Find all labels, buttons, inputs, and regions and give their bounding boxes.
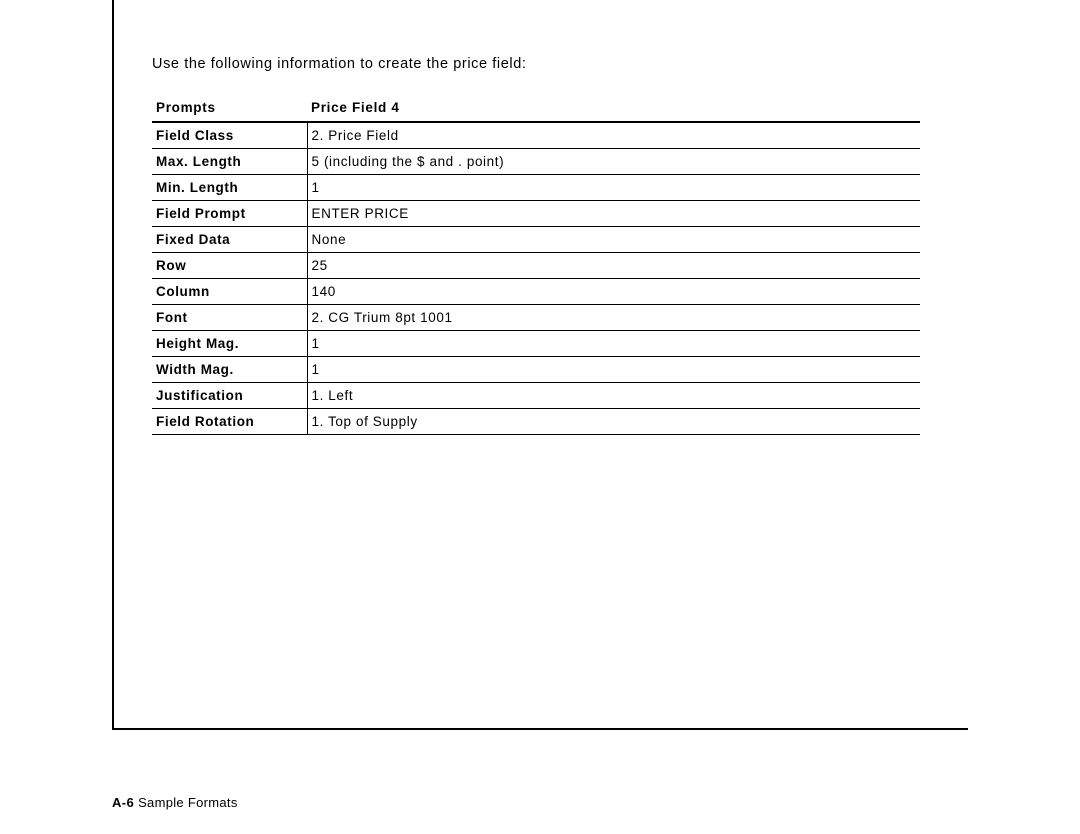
table-row: Min. Length 1 bbox=[152, 175, 920, 201]
prompt-label: Column bbox=[152, 279, 307, 305]
prompt-value: 2. CG Trium 8pt 1001 bbox=[307, 305, 920, 331]
prompt-label: Width Mag. bbox=[152, 357, 307, 383]
prompt-value: 2. Price Field bbox=[307, 122, 920, 149]
prompt-value: 1 bbox=[307, 175, 920, 201]
header-price-field: Price Field 4 bbox=[307, 94, 920, 122]
prompt-label: Field Prompt bbox=[152, 201, 307, 227]
prompt-label: Field Class bbox=[152, 122, 307, 149]
prompt-value: 140 bbox=[307, 279, 920, 305]
table-header-row: Prompts Price Field 4 bbox=[152, 94, 920, 122]
header-prompts: Prompts bbox=[152, 94, 307, 122]
table-row: Fixed Data None bbox=[152, 227, 920, 253]
price-field-table: Prompts Price Field 4 Field Class 2. Pri… bbox=[152, 94, 920, 435]
table-row: Field Class 2. Price Field bbox=[152, 122, 920, 149]
prompt-value: 1 bbox=[307, 357, 920, 383]
prompt-label: Min. Length bbox=[152, 175, 307, 201]
page-number: A-6 bbox=[112, 795, 134, 810]
table-row: Max. Length 5 (including the $ and . poi… bbox=[152, 149, 920, 175]
table-row: Width Mag. 1 bbox=[152, 357, 920, 383]
table-row: Column 140 bbox=[152, 279, 920, 305]
content-frame: Use the following information to create … bbox=[112, 0, 968, 730]
table-row: Justification 1. Left bbox=[152, 383, 920, 409]
table-row: Field Prompt ENTER PRICE bbox=[152, 201, 920, 227]
prompt-label: Max. Length bbox=[152, 149, 307, 175]
table-row: Height Mag. 1 bbox=[152, 331, 920, 357]
prompt-label: Font bbox=[152, 305, 307, 331]
prompt-value: 1. Left bbox=[307, 383, 920, 409]
prompt-value: ENTER PRICE bbox=[307, 201, 920, 227]
page-footer: A-6 Sample Formats bbox=[112, 795, 238, 810]
table-row: Row 25 bbox=[152, 253, 920, 279]
prompt-label: Height Mag. bbox=[152, 331, 307, 357]
prompt-value: 1 bbox=[307, 331, 920, 357]
prompt-label: Fixed Data bbox=[152, 227, 307, 253]
prompt-label: Row bbox=[152, 253, 307, 279]
prompt-value: 25 bbox=[307, 253, 920, 279]
table-row: Font 2. CG Trium 8pt 1001 bbox=[152, 305, 920, 331]
prompt-value: None bbox=[307, 227, 920, 253]
page-label: Sample Formats bbox=[134, 795, 237, 810]
prompt-value: 5 (including the $ and . point) bbox=[307, 149, 920, 175]
table-row: Field Rotation 1. Top of Supply bbox=[152, 409, 920, 435]
prompt-label: Field Rotation bbox=[152, 409, 307, 435]
prompt-value: 1. Top of Supply bbox=[307, 409, 920, 435]
intro-text: Use the following information to create … bbox=[152, 56, 920, 72]
prompt-label: Justification bbox=[152, 383, 307, 409]
